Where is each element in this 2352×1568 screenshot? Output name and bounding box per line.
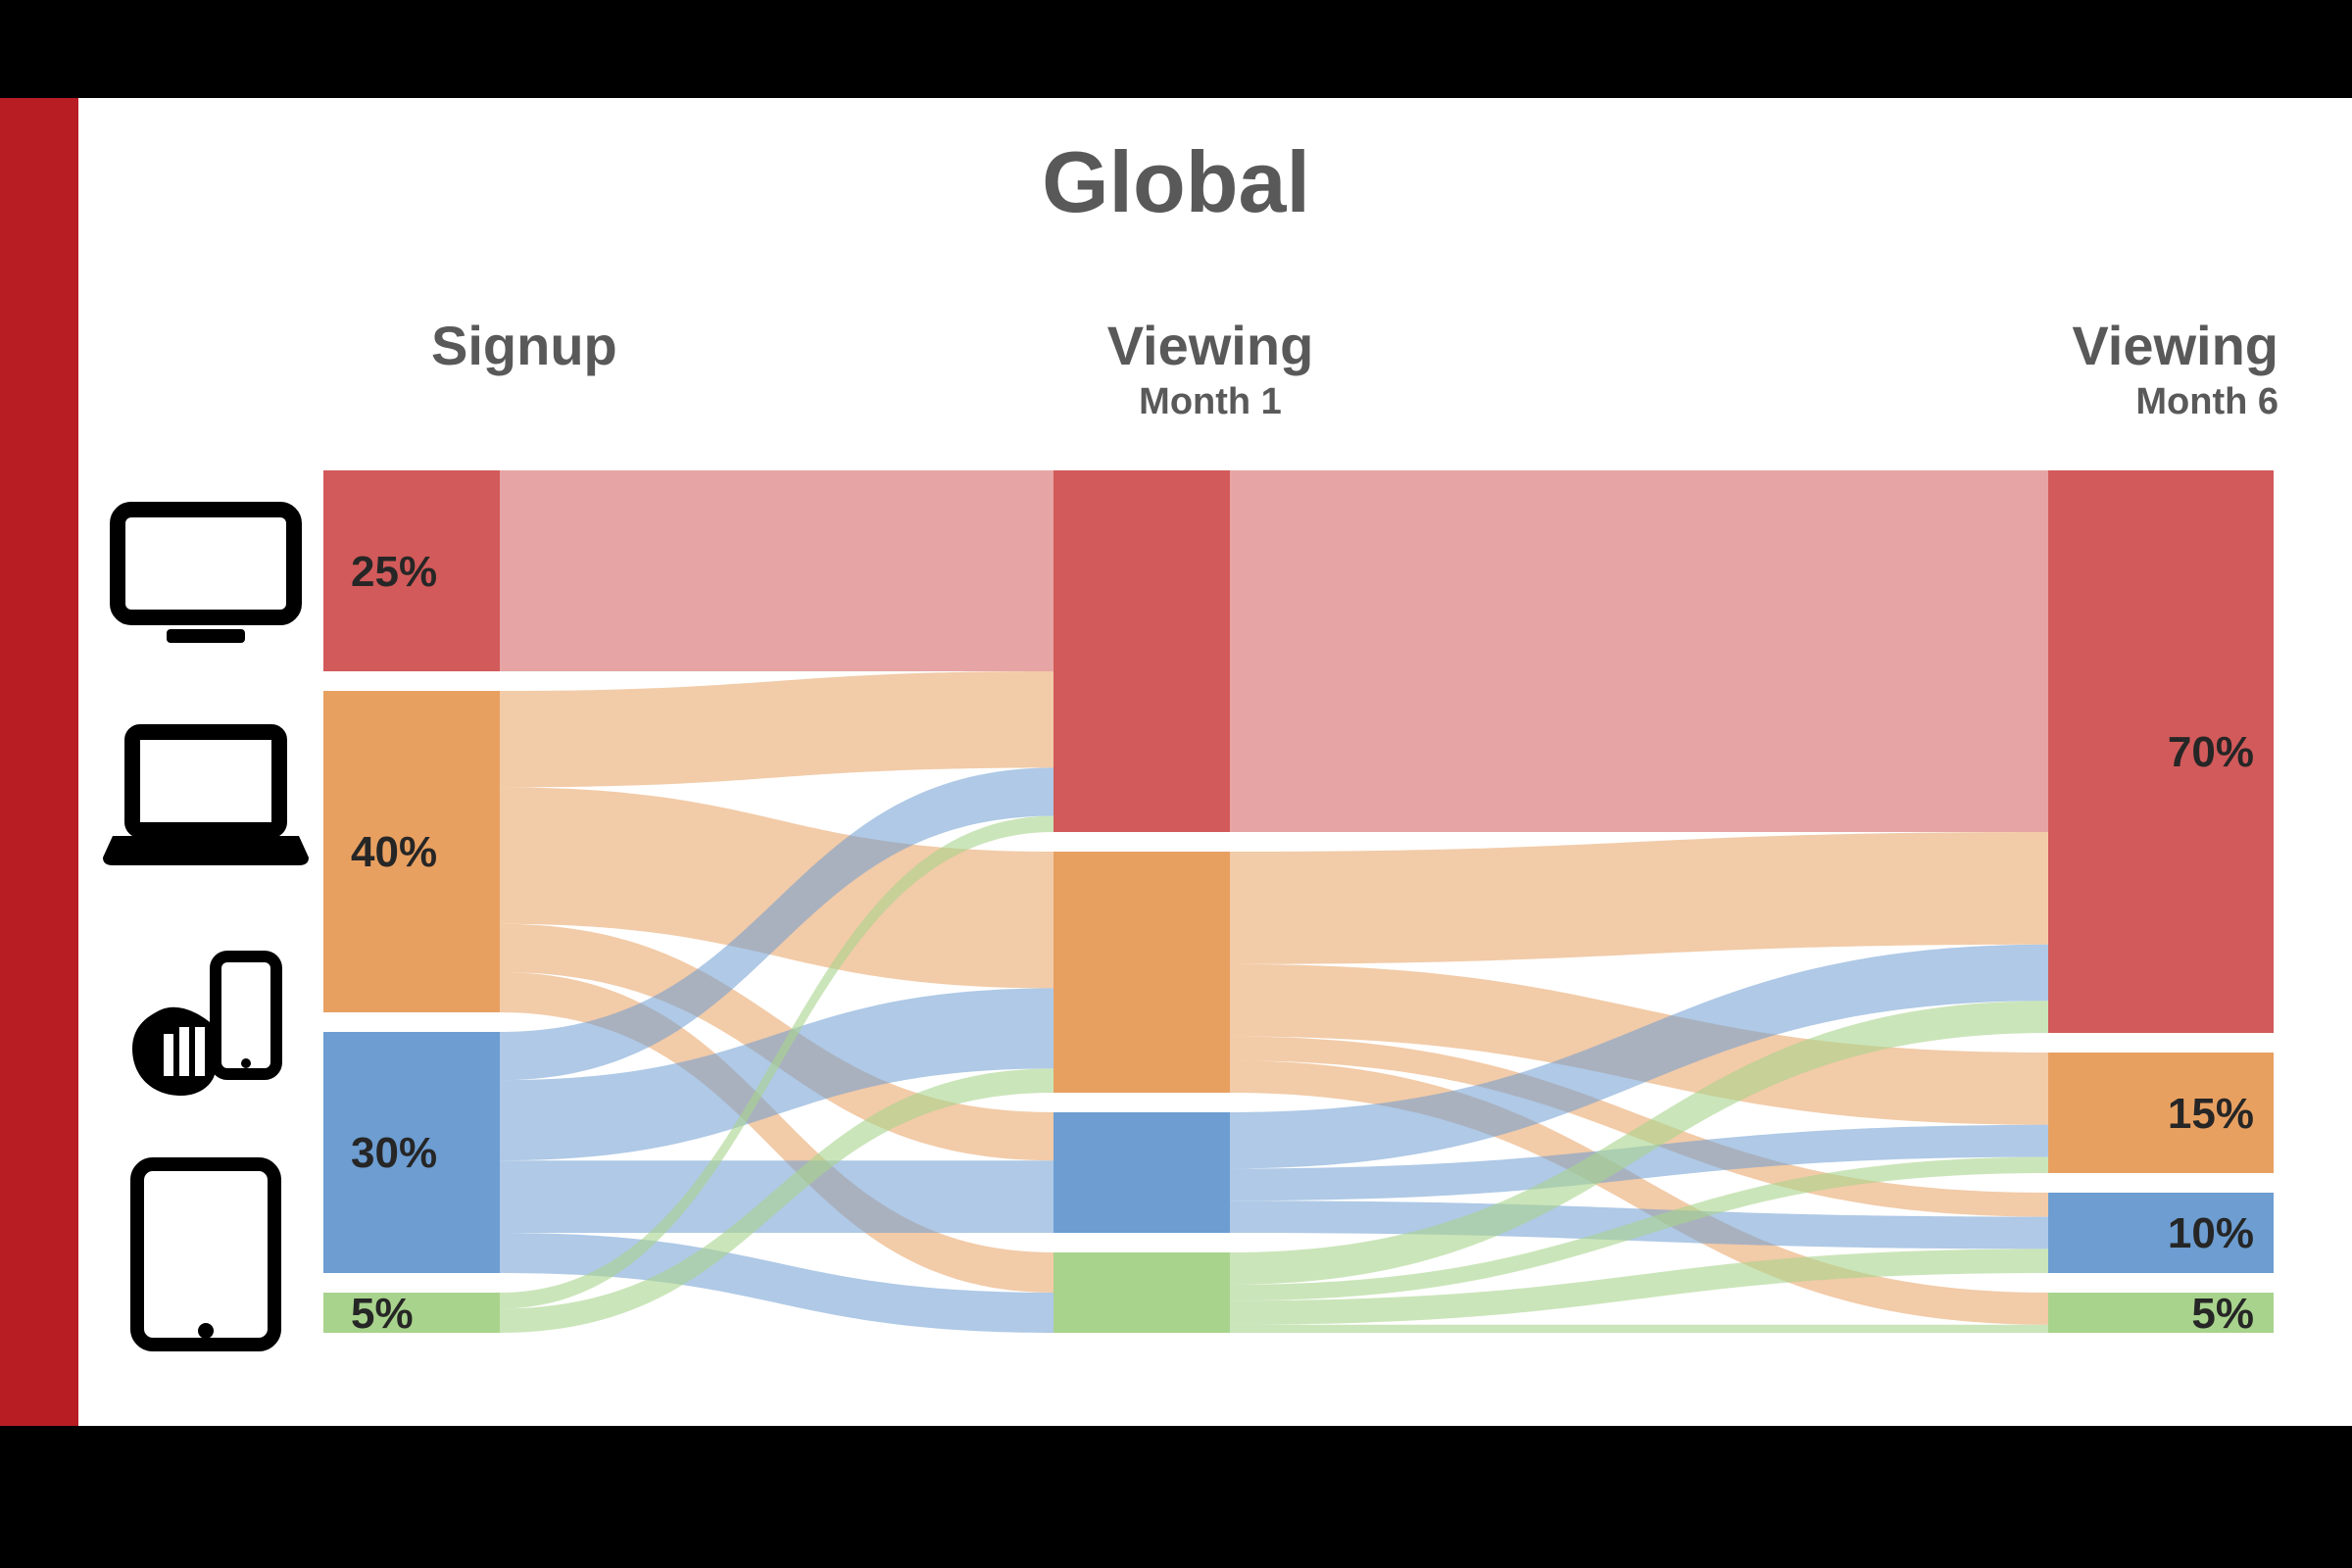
column-header-signup: Signup xyxy=(431,314,627,377)
column-header-main: Viewing xyxy=(1063,314,1357,377)
column-header-sub: Month 1 xyxy=(1063,381,1357,423)
sankey-flow xyxy=(500,470,1054,671)
tablet-icon xyxy=(103,1156,309,1352)
phone-icon xyxy=(103,951,309,1098)
sankey-flow xyxy=(1230,1325,2048,1333)
chart-title: Global xyxy=(1042,132,1310,232)
percentage-label: 5% xyxy=(351,1290,414,1339)
sankey-flow xyxy=(500,671,1054,787)
column-header-sub: Month 6 xyxy=(1984,381,2278,423)
column-header-viewing-m6: Viewing Month 6 xyxy=(1984,314,2278,423)
percentage-label: 15% xyxy=(2168,1090,2254,1139)
sankey-node xyxy=(1054,852,1230,1093)
percentage-label: 10% xyxy=(2168,1209,2254,1258)
percentage-label: 30% xyxy=(351,1129,437,1178)
laptop-icon xyxy=(103,710,309,877)
percentage-label: 40% xyxy=(351,828,437,877)
column-header-main: Viewing xyxy=(1984,314,2278,377)
slide-frame: Global Signup Viewing Month 1 Viewing Mo… xyxy=(0,98,2352,1426)
sankey-chart xyxy=(323,470,2274,1352)
column-header-main: Signup xyxy=(431,314,627,377)
sankey-node xyxy=(1054,1112,1230,1233)
sankey-node xyxy=(1054,1252,1230,1333)
tv-icon xyxy=(103,490,309,657)
accent-stripe xyxy=(0,98,78,1426)
sankey-flow xyxy=(1230,470,2048,832)
sankey-node xyxy=(1054,470,1230,832)
percentage-label: 70% xyxy=(2168,728,2254,777)
sankey-flow xyxy=(1230,832,2048,964)
column-header-viewing-m1: Viewing Month 1 xyxy=(1063,314,1357,423)
percentage-label: 5% xyxy=(2191,1290,2254,1339)
percentage-label: 25% xyxy=(351,548,437,597)
